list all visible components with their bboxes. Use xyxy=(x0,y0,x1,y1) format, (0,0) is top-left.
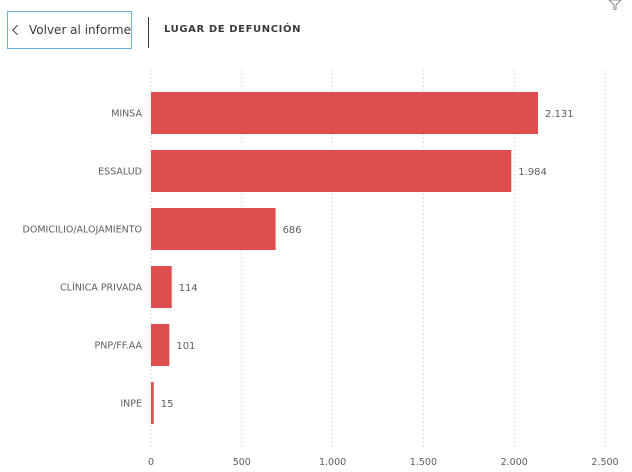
category-label: CLÍNICA PRIVADA xyxy=(60,282,142,294)
back-button-label: Volver al informe xyxy=(29,23,131,37)
value-label: 686 xyxy=(283,225,302,236)
value-label: 101 xyxy=(176,341,195,352)
bar-5 xyxy=(151,382,154,424)
bar-1 xyxy=(151,150,512,192)
chevron-left-icon xyxy=(12,24,18,36)
x-tick-label: 1.000 xyxy=(319,457,346,468)
x-tick-label: 1.500 xyxy=(410,457,437,468)
bar-3 xyxy=(151,266,172,308)
x-tick-label: 2.500 xyxy=(591,457,618,468)
value-label: 114 xyxy=(179,283,198,294)
bar-2 xyxy=(151,208,276,250)
category-label: ESSALUD xyxy=(98,167,142,178)
back-to-report-button[interactable]: Volver al informe xyxy=(7,11,132,49)
filter-icon[interactable] xyxy=(608,0,622,10)
visual-title: LUGAR DE DEFUNCIÓN xyxy=(164,24,302,35)
value-label: 2.131 xyxy=(545,109,574,120)
x-tick-label: 2.000 xyxy=(501,457,528,468)
x-tick-label: 0 xyxy=(148,457,154,468)
category-label: MINSA xyxy=(111,109,142,120)
value-label: 1.984 xyxy=(518,167,547,178)
header-divider xyxy=(148,17,149,48)
bar-0 xyxy=(151,92,538,134)
category-label: DOMICILIO/ALOJAMIENTO xyxy=(23,225,142,236)
category-label: INPE xyxy=(120,399,142,410)
category-label: PNP/FF.AA xyxy=(95,341,143,352)
value-label: 15 xyxy=(161,399,174,410)
bar-4 xyxy=(151,324,170,366)
x-tick-label: 500 xyxy=(233,457,251,468)
